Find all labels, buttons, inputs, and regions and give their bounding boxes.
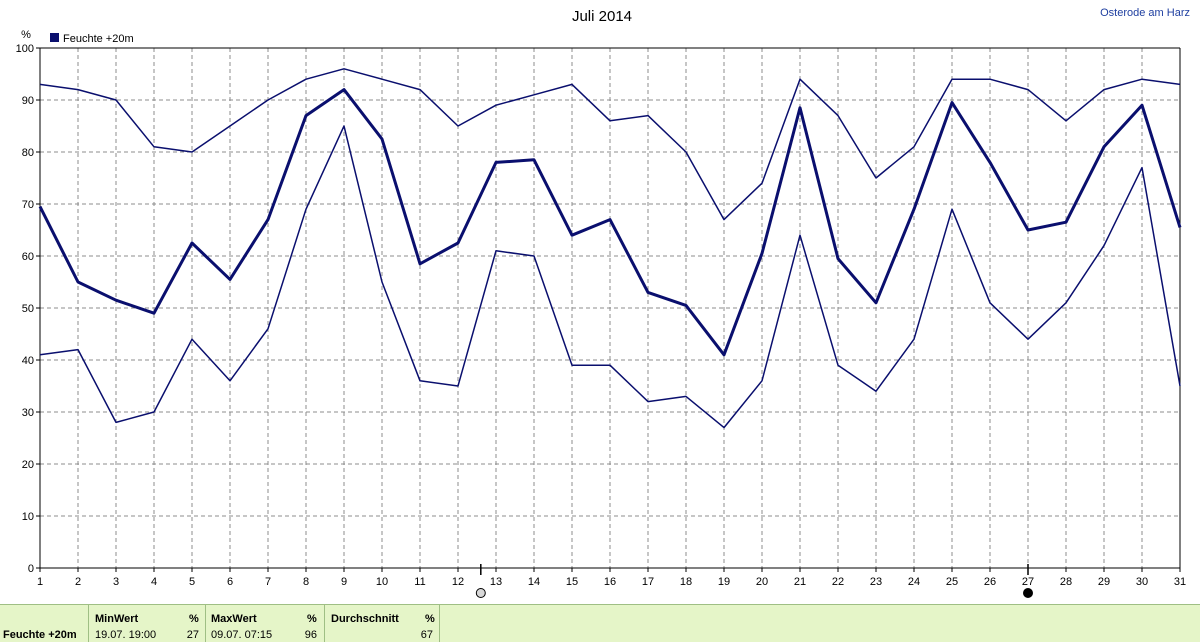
series-line-mean [38, 88, 1182, 357]
min-time: 19.07. 19:00 [95, 629, 157, 641]
avg-header: Durchschnitt [331, 613, 399, 625]
min-header: MinWert [95, 613, 139, 625]
y-tick-label-40: 40 [22, 355, 34, 367]
stats-max-cell: MaxWert % 09.07. 07:15 96 [206, 605, 325, 642]
y-tick-label-60: 60 [22, 251, 34, 263]
avg-unit: % [425, 613, 435, 625]
x-tick-label-19: 19 [718, 576, 730, 588]
x-tick-label-29: 29 [1098, 576, 1110, 588]
x-tick-label-26: 26 [984, 576, 996, 588]
legend-swatch [50, 33, 59, 42]
y-tick-label-80: 80 [22, 147, 34, 159]
x-tick-label-23: 23 [870, 576, 882, 588]
max-value: 96 [304, 629, 317, 641]
stats-label-cell: Feuchte +20m [0, 605, 89, 642]
x-tick-label-25: 25 [946, 576, 958, 588]
x-tick-label-8: 8 [303, 576, 309, 588]
y-tick-label-0: 0 [28, 563, 34, 575]
y-tick-label-100: 100 [16, 43, 34, 55]
stats-avg-cell: Durchschnitt % 67 [325, 605, 440, 642]
moon-full-icon [475, 588, 486, 598]
x-tick-label-16: 16 [604, 576, 616, 588]
x-tick-label-15: 15 [566, 576, 578, 588]
x-tick-label-17: 17 [642, 576, 654, 588]
min-value: 27 [186, 629, 199, 641]
x-tick-label-21: 21 [794, 576, 806, 588]
x-tick-label-20: 20 [756, 576, 768, 588]
x-tick-label-18: 18 [680, 576, 692, 588]
x-tick-label-6: 6 [227, 576, 233, 588]
max-unit: % [307, 613, 317, 625]
x-tick-label-28: 28 [1060, 576, 1072, 588]
y-tick-label-90: 90 [22, 95, 34, 107]
x-tick-label-14: 14 [528, 576, 540, 588]
x-tick-label-11: 11 [414, 576, 425, 588]
min-unit: % [189, 613, 199, 625]
max-time: 09.07. 07:15 [211, 629, 273, 641]
x-tick-label-27: 27 [1022, 576, 1034, 588]
x-tick-label-1: 1 [37, 576, 43, 588]
x-tick-label-10: 10 [376, 576, 388, 588]
series-line-min [39, 125, 1181, 429]
x-tick-label-9: 9 [341, 576, 347, 588]
moon-new-icon [1023, 588, 1033, 598]
humidity-chart: Juli 2014 Osterode am Harz % Feuchte +20… [16, 7, 1190, 598]
x-tick-label-24: 24 [908, 576, 920, 588]
x-tick-label-12: 12 [452, 576, 464, 588]
stats-bar: Feuchte +20m MinWert % 19.07. 19:00 27 M… [0, 604, 1200, 642]
x-tick-label-2: 2 [75, 576, 81, 588]
y-tick-label-30: 30 [22, 407, 34, 419]
y-tick-label-50: 50 [22, 303, 34, 315]
x-tick-label-3: 3 [113, 576, 119, 588]
x-tick-label-31: 31 [1174, 576, 1186, 588]
y-tick-label-10: 10 [22, 511, 34, 523]
avg-value: 67 [420, 629, 433, 641]
x-tick-label-4: 4 [151, 576, 157, 588]
x-tick-label-30: 30 [1136, 576, 1148, 588]
legend-label: Feuchte +20m [63, 33, 134, 45]
max-header: MaxWert [211, 613, 257, 625]
y-tick-label-70: 70 [22, 199, 34, 211]
x-tick-label-13: 13 [490, 576, 502, 588]
series-lines [38, 68, 1182, 429]
moon-markers [475, 564, 1033, 598]
stats-min-cell: MinWert % 19.07. 19:00 27 [89, 605, 206, 642]
stats-row-label: Feuchte +20m [3, 629, 77, 641]
x-tick-label-5: 5 [189, 576, 195, 588]
y-unit-label: % [21, 29, 31, 41]
location-label: Osterode am Harz [1100, 7, 1190, 19]
chart-title: Juli 2014 [572, 8, 632, 25]
x-tick-label-7: 7 [265, 576, 271, 588]
y-tick-label-20: 20 [22, 459, 34, 471]
series-line-max [39, 68, 1181, 221]
x-tick-label-22: 22 [832, 576, 844, 588]
grid [40, 47, 1180, 568]
